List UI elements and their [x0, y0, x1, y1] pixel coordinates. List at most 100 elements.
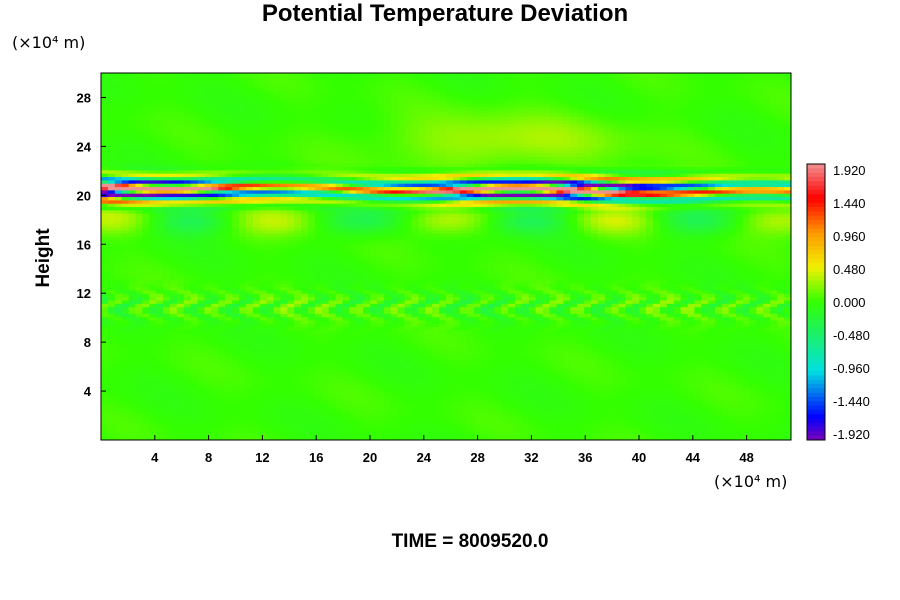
heatmap-cell	[722, 379, 730, 384]
heatmap-cell	[701, 409, 709, 414]
heatmap-cell	[280, 386, 288, 391]
heatmap-cell	[501, 419, 509, 424]
heatmap-cell	[259, 343, 268, 348]
heatmap-cell	[763, 299, 771, 304]
heatmap-cell	[515, 346, 523, 351]
heatmap-cell	[563, 336, 571, 341]
heatmap-cell	[197, 329, 206, 334]
heatmap-cell	[266, 379, 275, 384]
heatmap-cell	[756, 279, 764, 284]
heatmap-cell	[383, 363, 392, 368]
heatmap-cell	[294, 273, 302, 278]
heatmap-cell	[632, 399, 640, 404]
heatmap-cell	[480, 286, 488, 291]
heatmap-cell	[459, 359, 468, 364]
heatmap-cell	[308, 359, 316, 364]
heatmap-cell	[666, 409, 675, 414]
heatmap-cell	[680, 419, 689, 424]
heatmap-cell	[176, 296, 185, 301]
heatmap-cell	[321, 323, 330, 328]
heatmap-cell	[501, 346, 509, 351]
heatmap-cell	[756, 323, 764, 328]
heatmap-cell	[218, 393, 226, 398]
heatmap-cell	[142, 359, 150, 364]
heatmap-cell	[439, 329, 447, 334]
heatmap-cell	[659, 279, 668, 284]
heatmap-cell	[328, 279, 337, 284]
heatmap-cell	[342, 393, 350, 398]
heatmap-cell	[694, 433, 702, 438]
heatmap-cell	[163, 306, 171, 311]
heatmap-cell	[480, 376, 488, 381]
heatmap-cell	[515, 429, 523, 434]
heatmap-cell	[135, 296, 143, 301]
heatmap-cell	[321, 423, 330, 428]
heatmap-cell	[328, 283, 337, 288]
heatmap-cell	[549, 383, 557, 388]
heatmap-cell	[363, 323, 371, 328]
heatmap-cell	[770, 319, 778, 324]
heatmap-cell	[259, 376, 268, 381]
heatmap-cell	[784, 416, 791, 421]
heatmap-cell	[225, 429, 233, 434]
heatmap-cell	[590, 329, 599, 334]
heatmap-cell	[680, 336, 689, 341]
heatmap-cell	[294, 346, 302, 351]
heatmap-cell	[383, 426, 392, 431]
heatmap-cell	[204, 339, 212, 344]
heatmap-cell	[390, 349, 399, 354]
heatmap-cell	[135, 336, 143, 341]
heatmap-cell	[763, 413, 771, 418]
heatmap-cell	[742, 276, 751, 281]
heatmap-cell	[356, 303, 364, 308]
heatmap-cell	[176, 433, 185, 438]
heatmap-cell	[590, 413, 599, 418]
heatmap-cell	[597, 333, 606, 338]
heatmap-cell	[466, 326, 475, 331]
heatmap-cell	[225, 289, 233, 294]
heatmap-cell	[383, 333, 392, 338]
heatmap-cell	[294, 403, 302, 408]
heatmap-cell	[632, 426, 640, 431]
heatmap-cell	[446, 436, 454, 440]
heatmap-cell	[763, 273, 771, 278]
heatmap-cell	[107, 373, 116, 378]
heatmap-cell	[259, 289, 268, 294]
heatmap-cell	[722, 406, 730, 411]
heatmap-cell	[135, 406, 143, 411]
heatmap-cell	[604, 413, 613, 418]
heatmap-cell	[114, 323, 123, 328]
heatmap-cell	[473, 313, 482, 318]
heatmap-cell	[363, 283, 371, 288]
heatmap-cell	[749, 276, 758, 281]
heatmap-cell	[294, 343, 302, 348]
heatmap-cell	[446, 413, 454, 418]
heatmap-cell	[335, 343, 344, 348]
heatmap-cell	[459, 366, 468, 371]
heatmap-cell	[584, 419, 592, 424]
heatmap-cell	[204, 399, 212, 404]
heatmap-cell	[749, 306, 758, 311]
heatmap-cell	[404, 393, 413, 398]
heatmap-cell	[784, 436, 791, 440]
heatmap-cell	[577, 333, 585, 338]
heatmap-cell	[459, 393, 468, 398]
heatmap-cell	[722, 436, 730, 440]
heatmap-cell	[328, 363, 337, 368]
heatmap-cell	[370, 329, 378, 334]
heatmap-cell	[480, 306, 488, 311]
heatmap-cell	[749, 309, 758, 314]
heatmap-cell	[611, 319, 620, 324]
heatmap-cell	[101, 276, 109, 281]
heatmap-cell	[549, 413, 557, 418]
heatmap-cell	[625, 396, 633, 401]
heatmap-cell	[383, 386, 392, 391]
heatmap-cell	[425, 336, 433, 341]
heatmap-cell	[597, 363, 606, 368]
heatmap-cell	[163, 373, 171, 378]
heatmap-cell	[197, 313, 206, 318]
heatmap-cell	[659, 373, 668, 378]
heatmap-cell	[687, 386, 695, 391]
heatmap-cell	[425, 326, 433, 331]
heatmap-cell	[397, 413, 406, 418]
